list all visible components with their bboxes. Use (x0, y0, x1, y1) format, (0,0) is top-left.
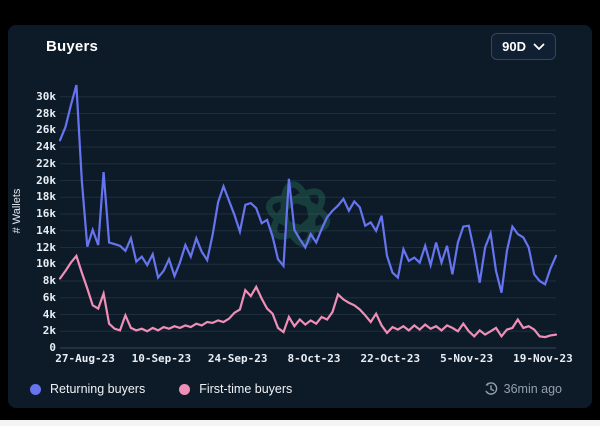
y-tick-label: 16k (36, 207, 56, 220)
first-time-buyers-dot-icon (179, 383, 191, 395)
y-tick-label: 4k (42, 307, 56, 321)
returning-buyers-dot-icon (30, 383, 41, 395)
legend-item-first-time-buyers[interactable]: First-time buyers (179, 382, 292, 396)
chevron-down-icon (533, 43, 545, 50)
y-tick-label: 26k (36, 123, 56, 137)
y-tick-label: 30k (36, 89, 56, 103)
x-tick-label: 5-Nov-23 (440, 352, 494, 365)
returning-buyers-line (58, 84, 558, 293)
y-tick-label: 2k (42, 324, 56, 338)
y-tick-label: 24k (36, 140, 56, 153)
y-tick-label: 20k (36, 173, 56, 187)
legend-label: First-time buyers (199, 382, 293, 396)
chart-plot-area[interactable] (58, 80, 558, 349)
y-tick-label: 12k (36, 240, 56, 254)
y-tick-label: 8k (42, 274, 56, 287)
page-bottom-edge (0, 420, 600, 426)
legend-label: Returning buyers (50, 382, 146, 396)
range-selector-value: 90D (502, 39, 526, 54)
buyers-card: Buyers 90D 0 2k 4k 6k 8k 10k 12k 14k 16k 18k 20k 22… (8, 25, 592, 408)
y-tick-label: 0 (49, 341, 56, 354)
last-updated: 36min ago (484, 382, 562, 396)
legend-item-returning-buyers[interactable]: Returning buyers (30, 382, 145, 396)
y-tick-label: 6k (42, 290, 56, 304)
x-tick-label: 8-Oct-23 (287, 352, 341, 365)
x-tick-label: 24-Sep-23 (207, 352, 268, 365)
refresh-clock-icon (485, 382, 497, 395)
y-axis-tick-labels: 0 2k 4k 6k 8k 10k 12k 14k 16k 18k 20k 22k 24k 26k 28k 3… (26, 80, 56, 353)
x-tick-label: 27-Aug-23 (55, 352, 115, 365)
y-tick-label: 22k (36, 156, 56, 170)
chart-footer: Returning buyers First-time buyers 36min… (30, 377, 562, 401)
last-updated-text: 36min ago (503, 382, 562, 396)
page-title: Buyers (46, 38, 99, 55)
x-tick-label: 10-Sep-23 (131, 352, 192, 365)
first-time-buyers-line (58, 253, 558, 339)
x-tick-label: 22-Oct-23 (360, 352, 421, 365)
y-tick-label: 18k (36, 190, 56, 204)
y-axis-title: # Wallets (11, 188, 23, 234)
y-tick-label: 10k (36, 257, 56, 271)
y-tick-label: 14k (36, 223, 56, 237)
range-selector-dropdown[interactable]: 90D (491, 33, 556, 60)
x-axis-tick-labels: 27-Aug-23 10-Sep-23 24-Sep-23 8-Oct-23 22-Oc… (55, 352, 572, 368)
y-tick-label: 28k (36, 106, 56, 120)
x-tick-label: 19-Nov-23 (513, 352, 573, 365)
chart-svg (58, 84, 558, 349)
